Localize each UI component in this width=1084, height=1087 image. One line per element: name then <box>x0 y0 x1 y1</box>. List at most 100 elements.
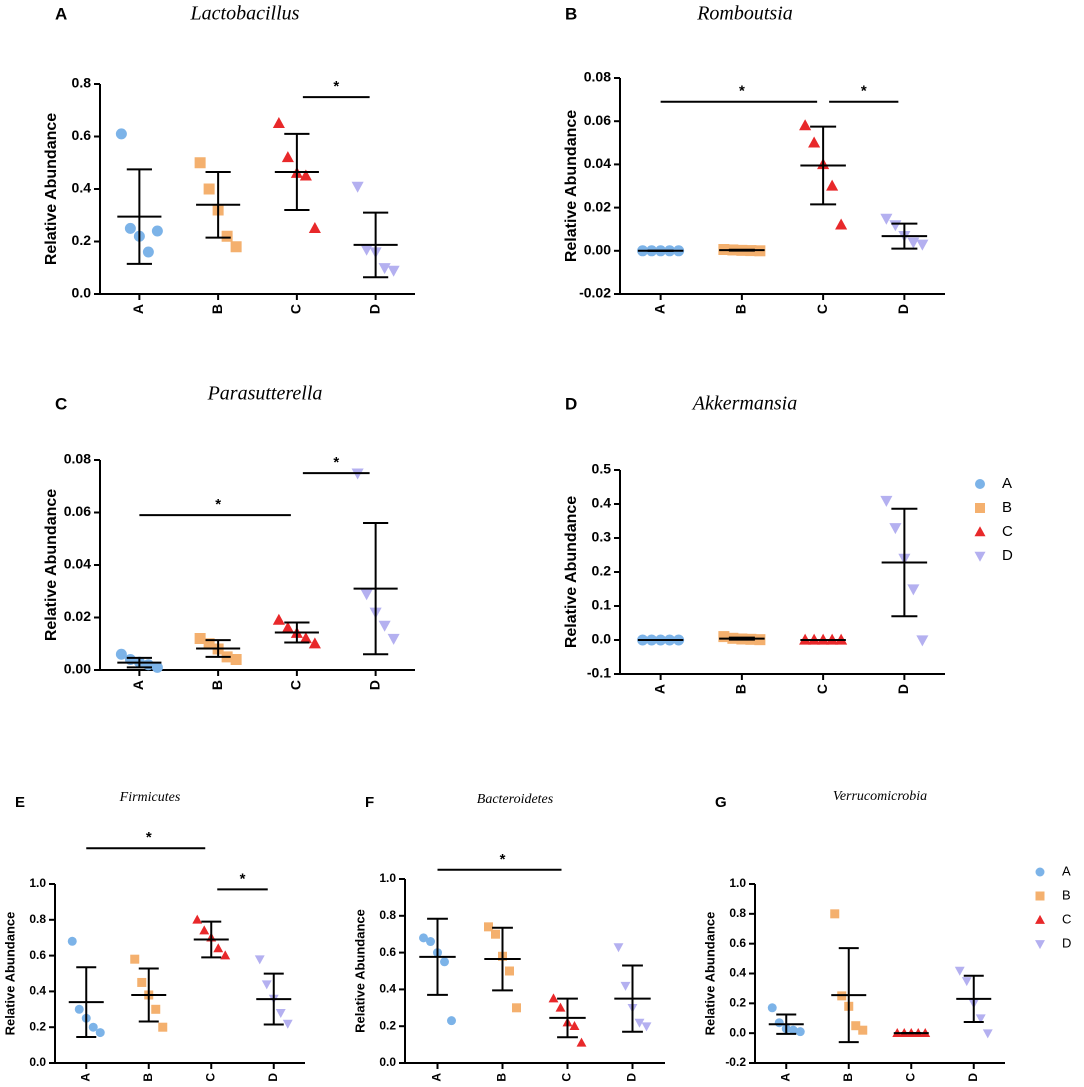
point <box>491 929 500 939</box>
y-tick-label: 0.8 <box>72 75 92 91</box>
x-tick-label: A <box>778 1073 792 1082</box>
y-tick-label: 0.3 <box>592 529 612 545</box>
point <box>308 637 321 649</box>
point <box>620 981 631 991</box>
panel: C Parasutterella Relative Abundance 0.00 0.0… <box>43 383 415 690</box>
x-tick-label: B <box>841 1073 855 1082</box>
significance-label: * <box>240 870 246 887</box>
y-tick-label: 0.2 <box>379 1018 396 1032</box>
y-tick-label: 0.4 <box>29 984 46 998</box>
point <box>282 1019 293 1029</box>
point <box>213 943 224 953</box>
x-tick-label: B <box>733 304 749 314</box>
point <box>281 621 294 633</box>
point <box>916 239 929 251</box>
point <box>230 241 242 253</box>
significance-label: * <box>861 83 867 100</box>
legend-marker <box>1035 914 1045 924</box>
legend-marker <box>975 503 985 513</box>
legend-marker <box>975 479 985 489</box>
point <box>95 1028 105 1038</box>
x-tick-label: A <box>130 680 146 690</box>
legend-marker <box>1035 891 1045 901</box>
chart-title: Akkermansia <box>691 393 797 415</box>
x-tick-label: D <box>966 1073 980 1082</box>
point <box>115 648 127 660</box>
point <box>774 1018 784 1028</box>
x-tick-label: D <box>366 680 382 690</box>
y-tick-label: 0.4 <box>592 495 612 511</box>
point <box>907 237 920 249</box>
point <box>88 1022 98 1032</box>
point <box>203 183 215 195</box>
significance-label: * <box>146 829 152 846</box>
y-axis-label: Relative Abundance <box>43 489 60 641</box>
y-tick-label: -0.1 <box>587 665 611 681</box>
y-tick-label: 0.0 <box>592 631 612 647</box>
panel-label: E <box>15 794 25 811</box>
legend-label: A <box>1002 475 1012 492</box>
panel: E Firmicutes Relative Abundance 0.0 0.2 0.4 0.… <box>2 790 305 1082</box>
point <box>130 954 140 964</box>
point <box>115 128 127 140</box>
point <box>387 633 400 645</box>
point <box>192 914 203 924</box>
legend-marker <box>974 526 986 537</box>
y-axis-label: Relative Abundance <box>352 909 367 1033</box>
point <box>67 936 77 946</box>
point <box>851 1021 861 1031</box>
point <box>512 1003 521 1013</box>
panel: D Akkermansia Relative Abundance -0.1 0.0 0.1… <box>563 393 1013 695</box>
panel-label: F <box>365 794 374 811</box>
y-tick-label: 0.4 <box>729 966 746 980</box>
x-tick-label: A <box>78 1073 92 1082</box>
point <box>889 220 902 232</box>
point <box>555 1002 566 1012</box>
panel-label: A <box>55 4 67 23</box>
y-axis-label: Relative Abundance <box>702 912 717 1036</box>
point <box>982 1029 993 1039</box>
point <box>254 955 265 965</box>
point <box>230 654 242 665</box>
y-tick-label: -0.2 <box>725 1055 746 1069</box>
x-tick-label: B <box>209 680 225 690</box>
y-tick-label: 0.0 <box>29 1055 46 1069</box>
point <box>907 584 920 596</box>
legend-label: D <box>1062 935 1071 950</box>
point <box>440 957 449 967</box>
point <box>137 977 147 987</box>
x-tick-label: C <box>560 1073 574 1082</box>
point <box>767 1003 777 1013</box>
y-tick-label: 0.02 <box>64 608 91 624</box>
y-tick-label: 0.0 <box>729 1025 746 1039</box>
point <box>151 225 163 237</box>
point <box>880 213 893 225</box>
point <box>220 950 231 960</box>
y-tick-label: 0.04 <box>64 556 91 572</box>
y-tick-label: 0.06 <box>584 112 611 128</box>
point <box>419 933 428 943</box>
point <box>788 1025 798 1035</box>
point <box>858 1025 868 1035</box>
point <box>641 1022 652 1032</box>
point <box>961 977 972 987</box>
point <box>378 263 391 275</box>
x-tick-label: C <box>203 1073 217 1082</box>
y-tick-label: 0.06 <box>64 503 91 519</box>
point <box>718 631 730 643</box>
point <box>351 181 364 193</box>
y-tick-label: -0.02 <box>579 285 611 301</box>
x-tick-label: C <box>814 684 830 694</box>
point <box>199 925 210 935</box>
x-tick-label: B <box>209 304 225 314</box>
y-tick-label: 0.8 <box>29 912 46 926</box>
x-tick-label: C <box>903 1073 917 1082</box>
point <box>634 1018 645 1028</box>
significance-label: * <box>500 851 506 868</box>
chart-title: Bacteroidetes <box>477 792 554 807</box>
point <box>124 222 136 234</box>
y-tick-label: 0.2 <box>72 232 92 248</box>
y-tick-label: 0.00 <box>64 661 91 677</box>
point <box>194 633 206 644</box>
